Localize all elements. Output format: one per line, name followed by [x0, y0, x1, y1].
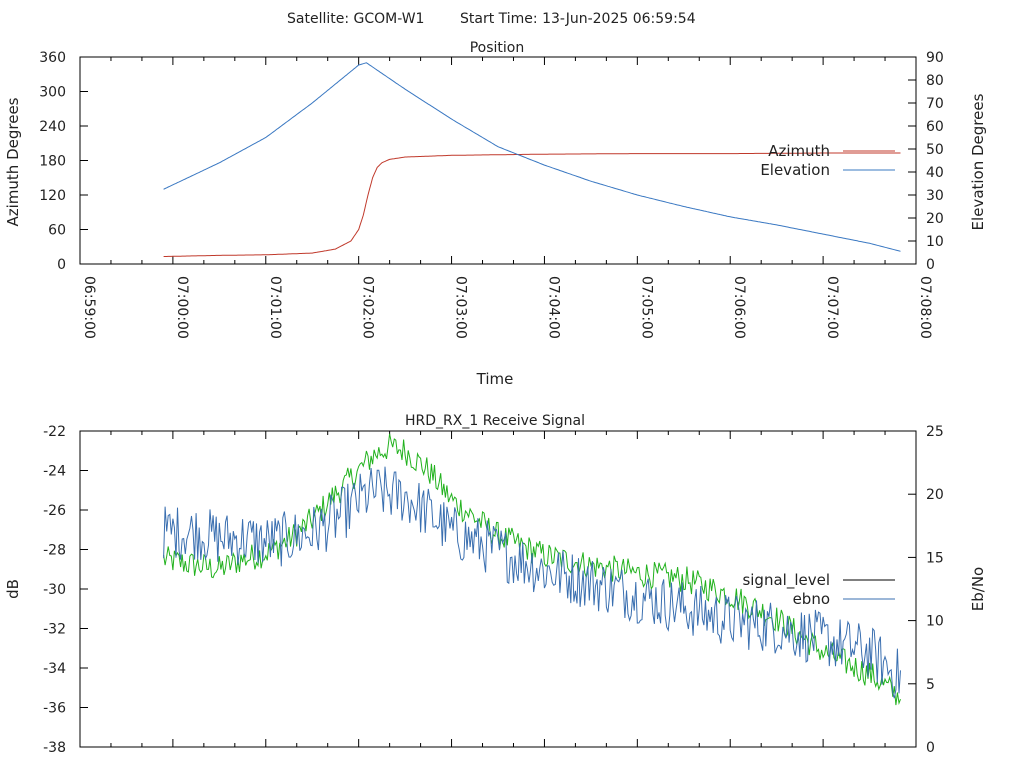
y-tick-label: -28 — [43, 543, 66, 559]
elevation-axis-label: Elevation Degrees — [969, 93, 987, 230]
y2-tick-label: 50 — [926, 142, 944, 158]
x-tick-label: 07:03:00 — [453, 276, 469, 339]
position-ticks: 0 60 120 180 240 300 360 0 10 20 30 40 50 60 70 80 90 06:… — [39, 50, 944, 339]
y-tick-label: 240 — [39, 119, 66, 135]
y2-tick-label: 40 — [926, 165, 944, 181]
y-tick-label: -22 — [43, 424, 66, 440]
time-axis-label: Time — [476, 370, 514, 388]
y-tick-label: -34 — [43, 661, 66, 677]
legend-azimuth-label: Azimuth — [768, 142, 830, 160]
y2-tick-label: 25 — [926, 424, 944, 440]
y2-tick-label: 20 — [926, 211, 944, 227]
position-legend: Azimuth Elevation — [760, 142, 895, 179]
y-tick-label: -24 — [43, 464, 66, 480]
receive-signal-plot-frame — [79, 430, 917, 748]
receive-signal-legend: signal_level ebno — [742, 571, 895, 608]
x-tick-label: 06:59:00 — [81, 276, 97, 339]
y2-tick-label: 80 — [926, 73, 944, 89]
receive-signal-series — [163, 433, 901, 706]
receive-signal-chart: HRD_RX_1 Receive Signal -22-24-26-28-30-… — [4, 413, 987, 756]
y-tick-label: -30 — [43, 582, 66, 598]
y2-tick-label: 10 — [926, 614, 944, 630]
db-axis-label: dB — [4, 579, 22, 599]
y-tick-label: -26 — [43, 503, 66, 519]
y2-tick-label: 0 — [926, 740, 935, 756]
series-line-ebno — [163, 466, 901, 699]
y2-tick-label: 90 — [926, 50, 944, 66]
receive-signal-ticks: -22 -24 -26 -28 -30 -32 -34 -36 -38 0 5 10 15 20 25 — [43, 424, 944, 756]
legend-signal-level-label: signal_level — [742, 571, 830, 590]
y-tick-label: -38 — [43, 740, 66, 756]
x-tick-label: 07:07:00 — [824, 276, 840, 339]
x-tick-label: 07:05:00 — [638, 276, 654, 339]
y2-tick-label: 15 — [926, 550, 944, 566]
legend-ebno-label: ebno — [793, 590, 830, 608]
y2-tick-label: 60 — [926, 119, 944, 135]
position-chart-title: Position — [470, 40, 525, 56]
y2-tick-label: 5 — [926, 677, 935, 693]
legend-elevation-label: Elevation — [760, 161, 830, 179]
x-tick-label: 07:06:00 — [731, 276, 747, 339]
x-tick-label: 07:04:00 — [545, 276, 561, 339]
y-tick-label: 180 — [39, 154, 66, 170]
position-chart: Position 0 60 120 180 240 300 360 0 10 20 30 40 50 60… — [4, 40, 987, 388]
y2-tick-label: 20 — [926, 487, 944, 503]
y2-tick-label: 70 — [926, 96, 944, 112]
y2-tick-label: 0 — [926, 257, 935, 273]
series-line-elevation — [163, 62, 901, 252]
receive-signal-chart-title: HRD_RX_1 Receive Signal — [405, 413, 585, 429]
x-tick-label: 07:00:00 — [174, 276, 190, 339]
x-tick-label: 07:08:00 — [917, 276, 933, 339]
y2-tick-label: 10 — [926, 234, 944, 250]
y2-tick-label: 30 — [926, 188, 944, 204]
y-tick-label: 0 — [57, 257, 66, 273]
y-tick-label: 60 — [48, 223, 66, 239]
azimuth-axis-label: Azimuth Degrees — [4, 97, 22, 226]
y-tick-label: -32 — [43, 622, 66, 638]
y-tick-label: 360 — [39, 50, 66, 66]
series-line-azimuth — [163, 152, 901, 257]
header-satellite: Satellite: GCOM-W1 — [287, 11, 424, 27]
ebno-axis-label: Eb/No — [969, 567, 987, 611]
header-start-time: Start Time: 13-Jun-2025 06:59:54 — [460, 11, 696, 27]
x-tick-label: 07:01:00 — [267, 276, 283, 339]
x-tick-label: 07:02:00 — [360, 276, 376, 339]
y-tick-label: 120 — [39, 188, 66, 204]
y-tick-label: 300 — [39, 85, 66, 101]
y-tick-label: -36 — [43, 701, 66, 717]
series-line-signal-level — [163, 433, 901, 706]
position-series — [163, 62, 901, 257]
